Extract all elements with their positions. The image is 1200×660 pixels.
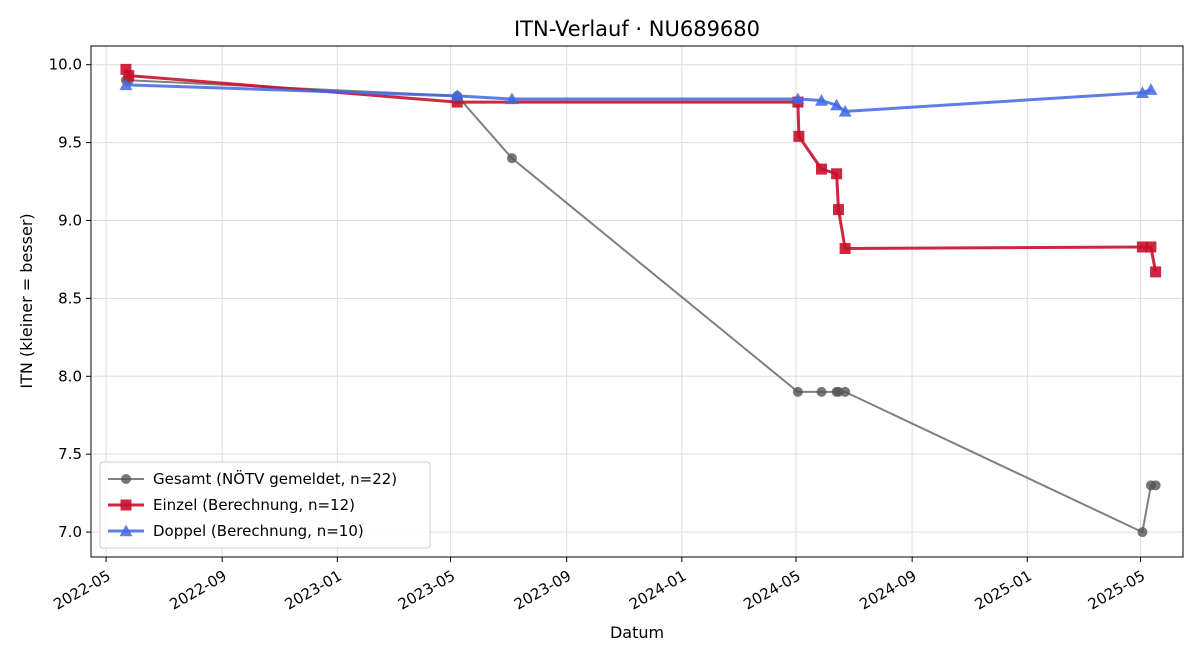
- data-point: [816, 386, 827, 397]
- y-axis: 7.0 7.5 8.0 8.5 9.0 9.5 10.0: [49, 56, 91, 541]
- legend-item: Gesamt (NÖTV gemeldet, n=22): [108, 469, 397, 488]
- legend-marker: [121, 474, 131, 484]
- x-axis: 2022-05 2022-09 2023-01 2023-05 2023-09 2024-…: [50, 557, 1148, 614]
- x-tick-label: 2022-09: [167, 567, 230, 614]
- data-point: [831, 168, 843, 180]
- data-point: [1150, 480, 1161, 491]
- x-tick-label: 2024-01: [626, 567, 689, 614]
- chart-title: ITN-Verlauf · NU689680: [514, 17, 760, 41]
- y-tick-label: 9.5: [58, 134, 82, 152]
- y-tick-label: 8.0: [58, 367, 82, 385]
- series-layer: [119, 63, 1162, 538]
- y-tick-label: 10.0: [49, 56, 82, 74]
- y-axis-label: ITN (kleiner = besser): [17, 213, 36, 388]
- data-point: [840, 386, 851, 397]
- data-point: [123, 70, 135, 82]
- data-point: [793, 130, 805, 142]
- data-point: [450, 89, 464, 102]
- y-tick-label: 8.5: [58, 289, 82, 307]
- x-axis-label: Datum: [610, 623, 664, 642]
- data-point: [120, 63, 132, 75]
- x-tick-label: 2024-09: [856, 567, 919, 614]
- legend: Gesamt (NÖTV gemeldet, n=22) Einzel (Bere…: [99, 461, 431, 549]
- legend-item: Einzel (Berechnung, n=12): [108, 496, 355, 514]
- data-point: [830, 98, 844, 111]
- data-point: [833, 204, 845, 216]
- data-point: [1136, 241, 1148, 253]
- data-point: [119, 78, 133, 91]
- data-point: [815, 94, 829, 106]
- x-tick-label: 2025-01: [972, 567, 1035, 614]
- x-tick-label: 2025-05: [1085, 567, 1148, 614]
- data-point: [838, 104, 852, 117]
- legend-label: Doppel (Berechnung, n=10): [153, 522, 364, 540]
- series-line: [125, 83, 1152, 113]
- x-tick-label: 2023-05: [395, 567, 458, 614]
- x-tick-label: 2023-09: [511, 567, 574, 614]
- legend-marker: [119, 524, 133, 537]
- data-point: [506, 153, 517, 164]
- legend-label: Einzel (Berechnung, n=12): [153, 496, 355, 514]
- x-tick-label: 2024-05: [740, 567, 803, 614]
- x-tick-label: 2023-01: [282, 567, 345, 614]
- data-point: [1137, 527, 1148, 538]
- data-point: [1145, 241, 1157, 253]
- data-point: [451, 96, 463, 108]
- data-point: [792, 386, 803, 397]
- plot-frame: [90, 45, 1184, 558]
- y-tick-label: 7.5: [58, 445, 82, 463]
- data-point: [505, 92, 519, 105]
- data-point: [1135, 86, 1149, 98]
- legend-box: [99, 461, 431, 549]
- legend-marker: [120, 499, 132, 511]
- y-tick-label: 7.0: [58, 523, 82, 541]
- data-point: [839, 243, 851, 255]
- data-point: [1150, 266, 1162, 278]
- legend-item: Doppel (Berechnung, n=10): [108, 522, 364, 540]
- data-point: [791, 92, 805, 105]
- data-point: [1144, 83, 1158, 95]
- x-tick-label: 2022-05: [50, 567, 113, 614]
- series-2: [120, 63, 1162, 278]
- data-point: [816, 163, 828, 175]
- series-3: [119, 78, 1158, 117]
- y-tick-label: 9.0: [58, 211, 82, 229]
- legend-label: Gesamt (NÖTV gemeldet, n=22): [153, 469, 397, 488]
